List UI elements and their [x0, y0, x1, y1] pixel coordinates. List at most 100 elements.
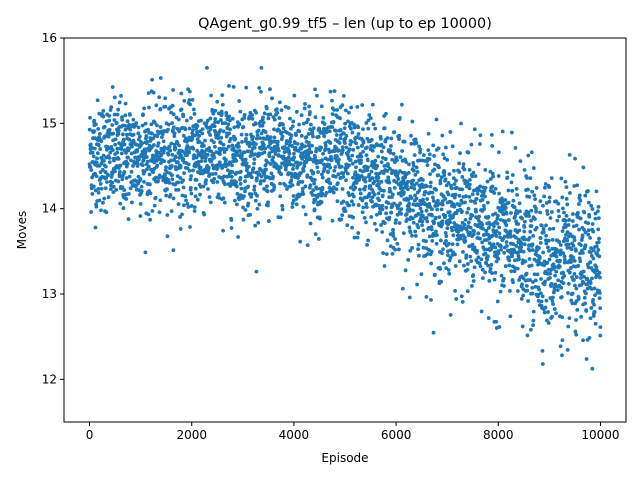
data-point [312, 181, 316, 186]
data-point [163, 104, 168, 109]
data-point [540, 362, 545, 366]
data-point [542, 282, 547, 287]
data-point [571, 224, 576, 229]
data-point [478, 236, 482, 241]
data-point [230, 163, 234, 168]
data-point [438, 178, 443, 183]
data-point [419, 209, 424, 214]
data-point [472, 265, 477, 270]
data-point [430, 238, 435, 243]
data-point [279, 130, 284, 135]
data-point [192, 209, 197, 213]
data-point [427, 157, 432, 162]
data-point [169, 158, 173, 163]
data-point [353, 159, 358, 164]
data-point [362, 215, 367, 220]
data-point [417, 158, 422, 163]
data-point [141, 112, 145, 117]
data-point [528, 229, 533, 234]
data-point [409, 141, 414, 146]
data-point [414, 165, 419, 170]
data-point [191, 107, 196, 112]
data-point [471, 273, 476, 277]
data-point [553, 273, 557, 278]
data-point [520, 324, 525, 329]
data-point [471, 232, 476, 237]
data-point [191, 156, 196, 161]
data-point [255, 176, 259, 181]
data-point [552, 307, 557, 311]
data-point [541, 226, 546, 231]
data-point [527, 194, 532, 199]
data-point [556, 201, 561, 206]
data-point [262, 150, 267, 155]
data-point [454, 178, 458, 183]
data-point [465, 262, 470, 266]
data-point [399, 207, 404, 211]
data-point [425, 252, 430, 256]
data-point [468, 225, 473, 230]
data-point [250, 113, 255, 117]
data-point [476, 231, 481, 236]
data-point [417, 188, 422, 193]
data-point [544, 233, 549, 238]
data-point [407, 201, 412, 206]
data-point [434, 117, 439, 122]
data-point [597, 236, 601, 241]
data-point [374, 212, 379, 217]
data-point [278, 100, 282, 105]
data-point [102, 124, 107, 129]
data-point [321, 115, 326, 120]
data-point [547, 227, 552, 231]
data-point [203, 159, 208, 163]
data-point [221, 228, 225, 233]
data-point [255, 206, 260, 211]
data-point [530, 291, 535, 296]
data-point [554, 311, 558, 316]
data-point [435, 202, 440, 207]
data-point [441, 247, 445, 252]
data-point [521, 276, 526, 281]
data-point [445, 226, 450, 231]
data-point [361, 149, 366, 154]
data-point [253, 223, 258, 228]
data-point [264, 106, 269, 111]
data-point [129, 169, 134, 174]
data-point [202, 212, 207, 217]
data-point [391, 151, 396, 156]
data-point [519, 245, 524, 250]
data-point [149, 122, 154, 127]
data-point [243, 157, 248, 162]
data-point [207, 145, 212, 150]
data-point [150, 209, 155, 213]
data-point [517, 201, 522, 206]
data-point [107, 118, 112, 123]
data-point [387, 180, 392, 185]
data-point [124, 151, 128, 155]
data-point [272, 135, 277, 140]
data-point [244, 132, 249, 137]
data-point [370, 148, 375, 153]
data-point [134, 121, 139, 125]
data-point [383, 156, 388, 161]
data-point [488, 266, 493, 271]
data-point [379, 223, 383, 227]
data-point [120, 177, 125, 182]
data-point [234, 158, 239, 163]
data-point [159, 135, 164, 140]
data-point [193, 194, 198, 199]
data-point [480, 222, 485, 227]
data-point [381, 145, 386, 150]
data-point [213, 144, 217, 149]
data-point [566, 324, 571, 329]
data-point [455, 242, 460, 247]
data-point [256, 128, 261, 133]
data-point [369, 169, 374, 174]
data-point [242, 194, 246, 199]
data-point [572, 271, 577, 276]
data-point [413, 229, 418, 234]
data-point [238, 109, 243, 114]
data-point [565, 347, 570, 352]
data-point [143, 149, 148, 154]
data-point [538, 236, 543, 241]
